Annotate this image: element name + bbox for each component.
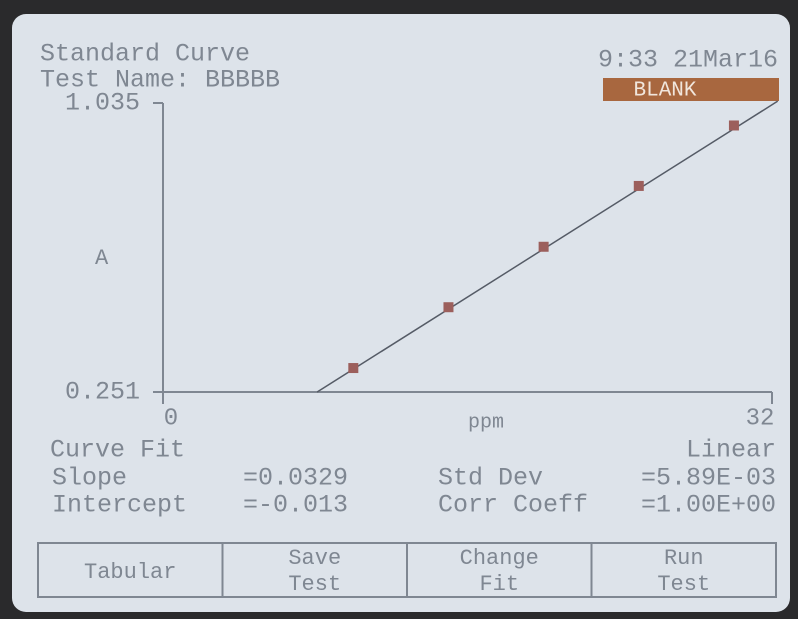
screen: Standard Curve Test Name: BBBBB 9:33 21M… bbox=[0, 0, 798, 619]
point bbox=[443, 302, 453, 312]
result-label: Intercept bbox=[52, 491, 187, 520]
result-value: =0.0329 bbox=[243, 464, 348, 493]
clock: 9:33 21Mar16 bbox=[598, 46, 778, 75]
y-tick-label: 1.035 bbox=[65, 89, 140, 118]
button-label: Test bbox=[657, 572, 710, 597]
button-label: Test bbox=[288, 572, 341, 597]
y-axis-label: A bbox=[95, 246, 109, 271]
result-label: Std Dev bbox=[438, 464, 543, 493]
status: BLANK bbox=[633, 80, 696, 103]
x-tick-label: 0 bbox=[164, 405, 178, 432]
fit-type: Linear bbox=[686, 436, 776, 465]
page: Standard Curve Test Name: BBBBB 9:33 21M… bbox=[0, 0, 798, 619]
button-label: Change bbox=[460, 546, 539, 571]
x-axis-label: ppm bbox=[468, 411, 504, 434]
result-label: Corr Coeff bbox=[438, 491, 588, 520]
point bbox=[729, 120, 739, 130]
point bbox=[539, 242, 549, 252]
result-label: Slope bbox=[52, 464, 127, 493]
x-tick-label: 32 bbox=[746, 405, 775, 432]
button-label: Save bbox=[288, 546, 341, 571]
button-label: Run bbox=[664, 546, 704, 571]
y-tick-label: 0.251 bbox=[65, 378, 140, 407]
curve-fit-label: Curve Fit bbox=[50, 436, 185, 465]
point bbox=[348, 363, 358, 373]
result-value: =1.00E+00 bbox=[641, 491, 776, 520]
button-label: Fit bbox=[479, 572, 519, 597]
title: Standard Curve bbox=[40, 40, 250, 69]
button-label: Tabular bbox=[84, 560, 176, 585]
point bbox=[634, 181, 644, 191]
result-value: =-0.013 bbox=[243, 491, 348, 520]
result-value: =5.89E-03 bbox=[641, 464, 776, 493]
